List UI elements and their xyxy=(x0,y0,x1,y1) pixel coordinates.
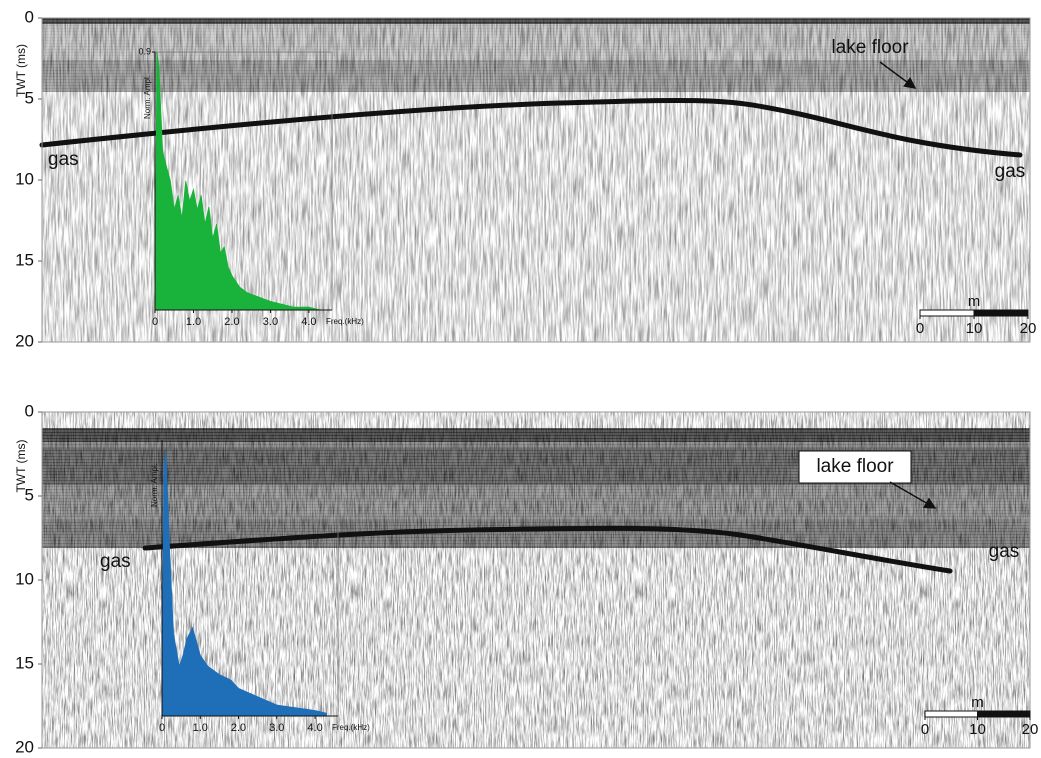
seismic-panel: TWT (ms) 0 5 10 15 20 gas gas lake floor m 0 10 20 0 1… xyxy=(14,401,1039,756)
gas-label: gas xyxy=(989,541,1020,562)
label-box xyxy=(798,450,912,484)
inset-x-label: Freq.(kHz) xyxy=(326,317,364,326)
scale-unit: m xyxy=(971,694,984,711)
lake-floor-reflector xyxy=(142,525,953,574)
scale-tick-label: 20 xyxy=(1022,721,1039,738)
seismic-panel: TWT (ms) 0 5 10 15 20 gas gas lake floor m 0 10 20 0 1… xyxy=(14,7,1036,350)
axis-label: TWT (ms) xyxy=(14,44,28,97)
gas-label: gas xyxy=(48,149,79,170)
inset-y-tick-label: 0.9 xyxy=(138,46,151,56)
scale-tick-label: 0 xyxy=(916,320,924,337)
lake-floor-reflector xyxy=(39,97,1023,158)
scale-segment xyxy=(919,309,975,317)
y-tick-label: 20 xyxy=(15,331,34,350)
inset-x-tick-label: 1.0 xyxy=(193,722,208,734)
y-tick-label: 15 xyxy=(15,250,34,269)
inset-x-tick-label: 3.0 xyxy=(263,316,278,328)
inset-x-tick-label: 1.0 xyxy=(186,316,201,328)
inset-x-label: Freq.(kHz) xyxy=(332,723,370,732)
y-tick-label: 0 xyxy=(25,401,34,420)
scale-tick-label: 10 xyxy=(966,320,983,337)
y-tick-label: 15 xyxy=(15,653,34,672)
gas-label: gas xyxy=(100,551,131,572)
scale-segment xyxy=(973,309,1029,317)
inset-x-tick-label: 0 xyxy=(152,316,158,328)
inset-x-tick-label: 2.0 xyxy=(231,722,246,734)
gas-label: gas xyxy=(995,161,1026,182)
axis-label: TWT (ms) xyxy=(14,439,28,492)
scale-segment xyxy=(924,710,978,718)
y-tick-label: 5 xyxy=(25,485,34,504)
scale-unit: m xyxy=(968,293,981,310)
y-tick-label: 10 xyxy=(15,569,34,588)
arrow xyxy=(879,61,917,89)
inset-x-tick-label: 4.0 xyxy=(307,722,322,734)
inset-x-tick-label: 2.0 xyxy=(224,316,239,328)
y-tick-label: 10 xyxy=(15,169,34,188)
scale-tick-label: 10 xyxy=(969,721,986,738)
lake-floor-label: lake floor xyxy=(831,37,909,58)
inset-x-tick-label: 3.0 xyxy=(269,722,284,734)
spectrum xyxy=(161,450,327,717)
y-tick-label: 20 xyxy=(15,737,34,753)
inset-y-label: Norm. Ampl. xyxy=(150,463,159,507)
inset-x-tick-label: 4.0 xyxy=(301,316,316,328)
y-tick-label: 5 xyxy=(25,88,34,107)
y-tick-label: 0 xyxy=(25,7,34,26)
lake-floor-label: lake floor xyxy=(816,456,894,477)
spectrum xyxy=(154,51,321,311)
scale-tick-label: 20 xyxy=(1020,320,1037,337)
inset-y-label: Norm. Ampl. xyxy=(143,75,152,119)
inset-x-tick-label: 0 xyxy=(159,722,165,734)
scale-segment xyxy=(977,710,1031,718)
scale-tick-label: 0 xyxy=(921,721,929,738)
arrow xyxy=(889,481,937,509)
